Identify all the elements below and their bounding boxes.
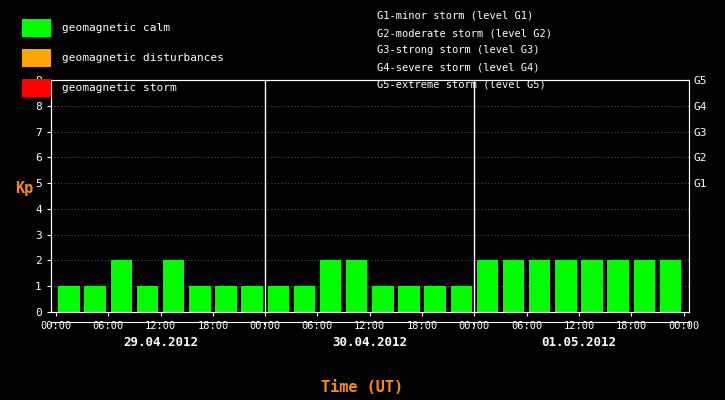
- Bar: [215, 286, 236, 312]
- Y-axis label: Kp: Kp: [14, 181, 33, 196]
- Bar: [268, 286, 289, 312]
- Text: geomagnetic calm: geomagnetic calm: [62, 23, 170, 33]
- Bar: [294, 286, 315, 312]
- Text: G4-severe storm (level G4): G4-severe storm (level G4): [377, 63, 539, 73]
- Bar: [398, 286, 420, 312]
- Bar: [241, 286, 262, 312]
- Text: 29.04.2012: 29.04.2012: [123, 336, 198, 348]
- Text: G2-moderate storm (level G2): G2-moderate storm (level G2): [377, 28, 552, 38]
- Bar: [58, 286, 80, 312]
- Bar: [320, 260, 341, 312]
- Bar: [477, 260, 498, 312]
- Text: G3-strong storm (level G3): G3-strong storm (level G3): [377, 45, 539, 55]
- Bar: [111, 260, 132, 312]
- Bar: [346, 260, 368, 312]
- Bar: [555, 260, 576, 312]
- Bar: [85, 286, 106, 312]
- Bar: [450, 286, 472, 312]
- Bar: [608, 260, 629, 312]
- Bar: [529, 260, 550, 312]
- Bar: [163, 260, 184, 312]
- Bar: [503, 260, 524, 312]
- Text: geomagnetic disturbances: geomagnetic disturbances: [62, 53, 223, 63]
- Bar: [424, 286, 446, 312]
- Text: G1-minor storm (level G1): G1-minor storm (level G1): [377, 11, 534, 21]
- Bar: [137, 286, 158, 312]
- Bar: [581, 260, 602, 312]
- Text: G5-extreme storm (level G5): G5-extreme storm (level G5): [377, 80, 546, 90]
- Bar: [634, 260, 655, 312]
- Bar: [372, 286, 394, 312]
- Text: Time (UT): Time (UT): [321, 380, 404, 396]
- Bar: [660, 260, 681, 312]
- Text: geomagnetic storm: geomagnetic storm: [62, 83, 176, 93]
- Bar: [189, 286, 210, 312]
- Text: 30.04.2012: 30.04.2012: [332, 336, 407, 348]
- Text: 01.05.2012: 01.05.2012: [542, 336, 616, 348]
